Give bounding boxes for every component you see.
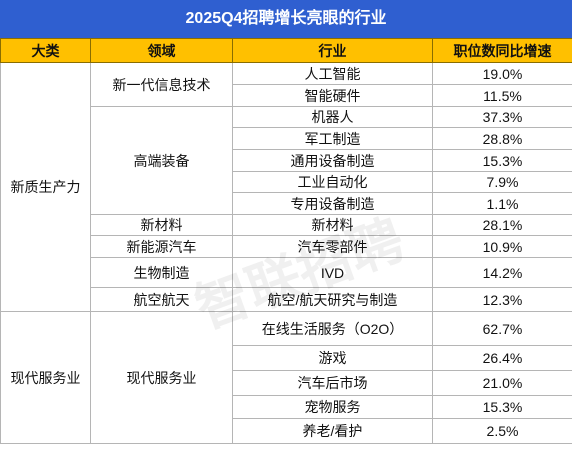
- category-cell: 新质生产力: [0, 62, 91, 312]
- domain-cell: 高端装备: [90, 106, 233, 215]
- growth-cell: 11.5%: [432, 84, 572, 107]
- table-body: 新质生产力 新一代信息技术 人工智能 19.0% 智能硬件 11.5% 高端装备 机器人 37.…: [0, 62, 572, 444]
- industry-cell: 军工制造: [232, 127, 433, 150]
- domain-cell: 现代服务业: [90, 311, 233, 444]
- table-row: 生物制造 IVD 14.2%: [1, 257, 572, 288]
- domain-cell: 航空航天: [90, 287, 233, 312]
- industry-cell: 汽车零部件: [232, 235, 433, 258]
- header-cell: 大类: [0, 38, 91, 63]
- table-row: 新质生产力 新一代信息技术 人工智能 19.0%: [0, 62, 572, 312]
- table-row: 养老/看护 2.5%: [1, 418, 572, 444]
- industry-cell: 在线生活服务（O2O）: [232, 311, 433, 346]
- table-row: 航空航天 航空/航天研究与制造 12.3%: [1, 287, 572, 312]
- growth-cell: 2.5%: [432, 418, 572, 444]
- industry-cell: 工业自动化: [232, 171, 433, 193]
- growth-cell: 7.9%: [432, 171, 572, 193]
- category-cell: 现代服务业: [0, 311, 91, 444]
- domain-cell: 新材料: [90, 214, 233, 236]
- table-row: 新能源汽车 汽车零部件 10.9%: [1, 235, 572, 258]
- header-cell: 行业: [232, 38, 433, 63]
- table-row: 工业自动化 7.9%: [1, 171, 572, 193]
- industry-cell: 航空/航天研究与制造: [232, 287, 433, 312]
- industry-cell: 汽车后市场: [232, 370, 433, 396]
- industry-cell: 专用设备制造: [232, 192, 433, 215]
- domain-cell: 新一代信息技术: [90, 62, 233, 107]
- growth-cell: 21.0%: [432, 370, 572, 396]
- growth-cell: 1.1%: [432, 192, 572, 215]
- growth-cell: 15.3%: [432, 395, 572, 419]
- growth-cell: 14.2%: [432, 257, 572, 288]
- table-row: 专用设备制造 1.1%: [1, 192, 572, 215]
- header-cell: 领域: [90, 38, 233, 63]
- table-row: 现代服务业 现代服务业 在线生活服务（O2O） 62.7%: [0, 311, 572, 444]
- industry-cell: 宠物服务: [232, 395, 433, 419]
- domain-cell: 新能源汽车: [90, 235, 233, 258]
- table-row: 通用设备制造 15.3%: [1, 149, 572, 172]
- industry-cell: 人工智能: [232, 62, 433, 85]
- growth-cell: 37.3%: [432, 106, 572, 128]
- table-row: 宠物服务 15.3%: [1, 395, 572, 419]
- table-row: 新材料 新材料 28.1%: [1, 214, 572, 236]
- table-row: 高端装备 机器人 37.3%: [1, 106, 572, 215]
- industry-cell: 游戏: [232, 345, 433, 371]
- industry-cell: 养老/看护: [232, 418, 433, 444]
- industry-cell: IVD: [232, 257, 433, 288]
- growth-cell: 15.3%: [432, 149, 572, 172]
- industry-cell: 通用设备制造: [232, 149, 433, 172]
- header-cell: 职位数同比增速: [432, 38, 572, 63]
- growth-cell: 19.0%: [432, 62, 572, 85]
- industry-cell: 机器人: [232, 106, 433, 128]
- domain-cell: 生物制造: [90, 257, 233, 288]
- industry-cell: 智能硬件: [232, 84, 433, 107]
- header-row: 大类 领域 行业 职位数同比增速: [0, 38, 572, 63]
- growth-cell: 10.9%: [432, 235, 572, 258]
- growth-table: 大类 领域 行业 职位数同比增速 新质生产力 新一代信息技术 人工智能 19.0% 智能…: [0, 38, 572, 444]
- growth-cell: 28.8%: [432, 127, 572, 150]
- growth-cell: 62.7%: [432, 311, 572, 346]
- growth-cell: 26.4%: [432, 345, 572, 371]
- title: 2025Q4招聘增长亮眼的行业: [0, 0, 572, 38]
- growth-cell: 12.3%: [432, 287, 572, 312]
- industry-cell: 新材料: [232, 214, 433, 236]
- table-row: 汽车后市场 21.0%: [1, 370, 572, 396]
- growth-cell: 28.1%: [432, 214, 572, 236]
